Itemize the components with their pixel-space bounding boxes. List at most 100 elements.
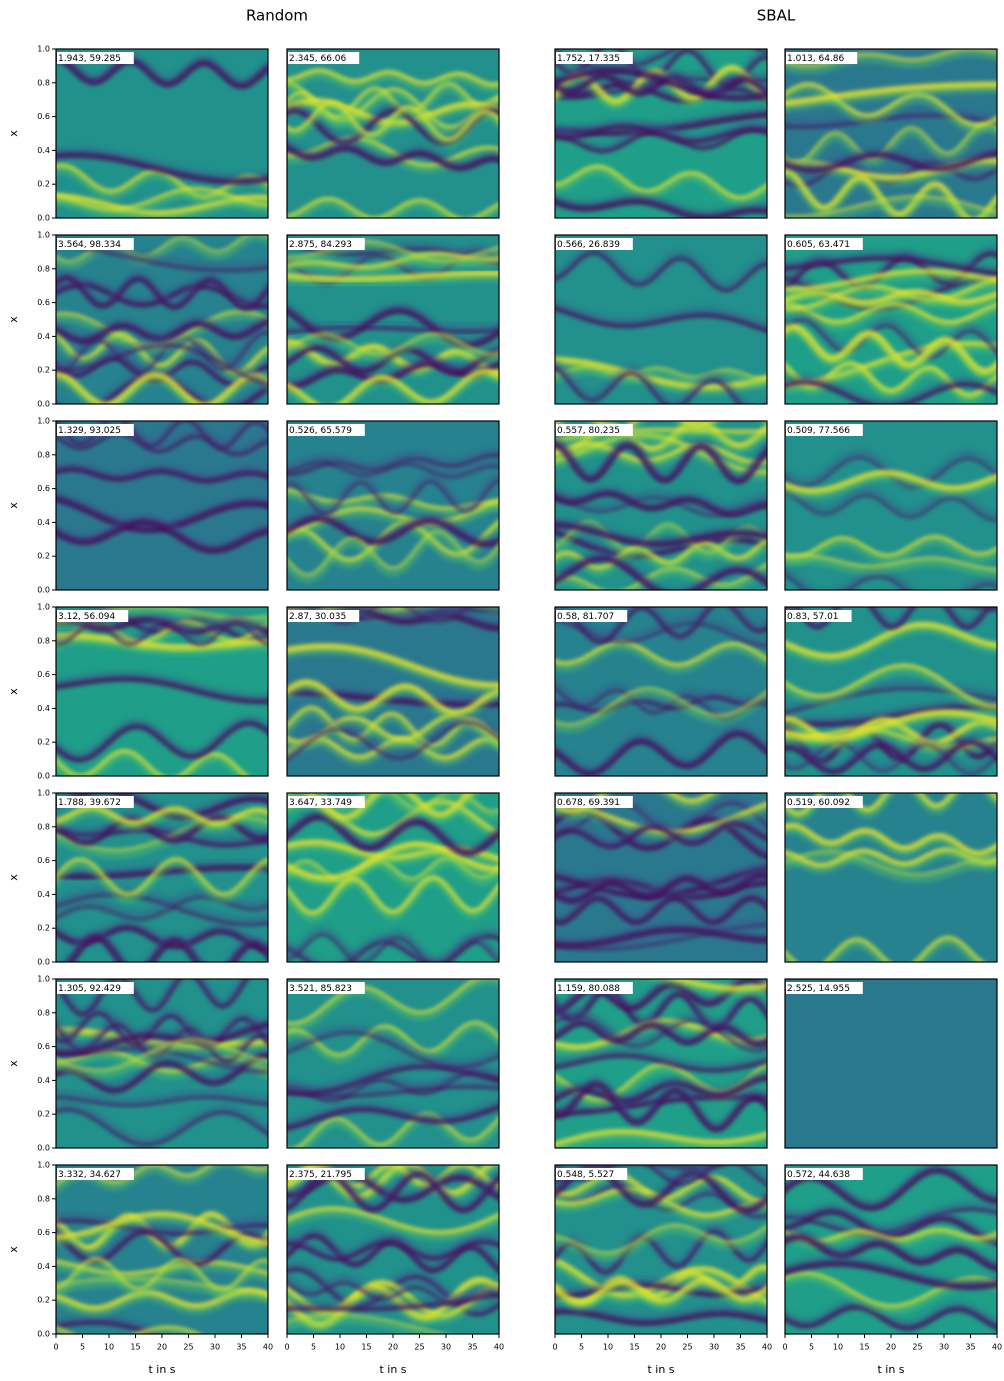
- heatmap-panel: [287, 235, 499, 404]
- heatmap-stripe-soft: [785, 712, 997, 747]
- panel-label-box: [786, 610, 852, 622]
- heatmap-stripe-soft: [56, 311, 268, 354]
- heatmap-stripe-soft: [785, 278, 997, 318]
- heatmap-stripe-soft: [793, 607, 991, 628]
- panel-frame: [784, 234, 998, 405]
- heatmap-stripe-soft: [785, 311, 997, 358]
- heatmap-panel: [56, 49, 268, 218]
- heatmap-panel: [785, 421, 997, 590]
- heatmap-stripe-soft: [555, 1224, 767, 1262]
- heatmap-stripe-soft: [555, 1046, 767, 1071]
- x-tick-label: 20: [886, 1343, 896, 1352]
- panel-label-box: [288, 52, 360, 64]
- heatmap-stripe-soft: [785, 849, 997, 875]
- panel-label: 1.305, 92.429: [58, 984, 121, 994]
- panel-label-box: [288, 238, 365, 250]
- panel-label-box: [288, 610, 360, 622]
- panel-frame: [784, 978, 998, 1149]
- heatmap-stripe-soft: [287, 333, 499, 363]
- x-axis-label: t in s: [877, 1363, 904, 1376]
- x-tick-label: 15: [629, 1343, 639, 1352]
- heatmap-panel: [555, 421, 767, 590]
- heatmap-stripe-soft: [785, 144, 997, 171]
- y-axis-label: x: [7, 1060, 20, 1067]
- y-tick-label: 0.2: [37, 1110, 50, 1119]
- x-tick-label: 35: [735, 1343, 745, 1352]
- x-axis-label: t in s: [148, 1363, 175, 1376]
- heatmap-panel: [56, 979, 268, 1148]
- panel-frame: [286, 48, 500, 219]
- panel-label: 3.647, 33.749: [289, 798, 352, 808]
- panel-frame: [286, 420, 500, 591]
- heatmap-stripe-soft: [555, 1276, 767, 1297]
- y-axis-label: x: [7, 316, 20, 323]
- heatmap-stripe-soft: [287, 1314, 443, 1334]
- panel-label: 2.345, 66.06: [289, 54, 347, 64]
- heatmap-stripe-soft: [555, 793, 723, 820]
- heatmap-panel: [287, 1165, 499, 1334]
- heatmap-stripe-soft: [287, 509, 499, 545]
- x-tick-label: 25: [912, 1343, 922, 1352]
- x-tick-label: 35: [965, 1343, 975, 1352]
- heatmap-stripe-soft: [555, 814, 767, 847]
- panel-label: 0.678, 69.391: [557, 798, 620, 808]
- panel-frame: [554, 792, 768, 963]
- panel-label: 0.566, 26.839: [557, 240, 620, 250]
- x-tick-label: 10: [104, 1343, 114, 1352]
- heatmap-stripe-soft: [307, 607, 470, 624]
- heatmap-stripe-soft: [785, 624, 997, 666]
- y-tick-label: 0.8: [37, 636, 50, 645]
- heatmap-stripe-soft: [287, 1285, 499, 1310]
- panel-label-box: [556, 982, 633, 994]
- heatmap-stripe-soft: [287, 471, 499, 515]
- heatmap-stripe-soft: [555, 564, 767, 590]
- heatmap-stripe-soft: [785, 937, 983, 962]
- heatmap-stripe-soft: [56, 670, 268, 702]
- heatmap-stripe-soft: [287, 857, 499, 890]
- heatmap-stripe-soft: [785, 363, 997, 404]
- panel-label: 2.875, 84.293: [289, 240, 352, 250]
- panel-label-box: [57, 610, 129, 622]
- heatmap-stripe-soft: [56, 928, 268, 962]
- panel-label-box: [556, 796, 633, 808]
- y-tick-label: 0.8: [37, 822, 50, 831]
- heatmap-stripe-soft: [555, 484, 767, 515]
- y-tick-label: 0.0: [37, 1144, 50, 1153]
- panel-label-box: [57, 982, 134, 994]
- heatmap-stripe-soft: [785, 607, 997, 610]
- y-tick-label: 0.4: [37, 1262, 50, 1271]
- panel-label-box: [288, 1168, 365, 1180]
- heatmap-panel: [785, 49, 997, 218]
- heatmap-panel: [287, 793, 499, 962]
- heatmap-stripe-soft: [56, 165, 268, 206]
- heatmap-stripe-soft: [287, 979, 499, 1033]
- panel-label-box: [786, 982, 863, 994]
- x-tick-label: 35: [467, 1343, 477, 1352]
- panel-label-box: [288, 796, 365, 808]
- heatmap-panel: [287, 421, 499, 590]
- y-tick-label: 0.8: [37, 1194, 50, 1203]
- panel-label-box: [556, 424, 633, 436]
- y-tick-label: 0.2: [37, 738, 50, 747]
- heatmap-stripe-soft: [287, 273, 499, 288]
- panel-label-box: [57, 52, 134, 64]
- panel-frame: [554, 234, 768, 405]
- heatmap-stripe-soft: [56, 1039, 268, 1080]
- heatmap-stripe-soft: [287, 198, 499, 218]
- y-tick-label: 1.0: [37, 231, 50, 240]
- y-axis-label: x: [7, 688, 20, 695]
- panel-label-box: [556, 52, 633, 64]
- heatmap-stripe-soft: [56, 885, 268, 925]
- panel-label-box: [57, 238, 134, 250]
- heatmap-stripe-soft: [555, 299, 767, 331]
- x-tick-label: 20: [388, 1343, 398, 1352]
- heatmap-stripe-soft: [555, 641, 767, 674]
- y-tick-label: 0.2: [37, 180, 50, 189]
- y-tick-label: 0.4: [37, 1076, 50, 1085]
- heatmap-stripe-soft: [287, 531, 499, 584]
- panel-label: 3.521, 85.823: [289, 984, 352, 994]
- heatmap-stripe-soft: [287, 499, 499, 543]
- panel-label-box: [288, 424, 365, 436]
- x-tick-label: 10: [335, 1343, 345, 1352]
- x-tick-label: 5: [311, 1343, 316, 1352]
